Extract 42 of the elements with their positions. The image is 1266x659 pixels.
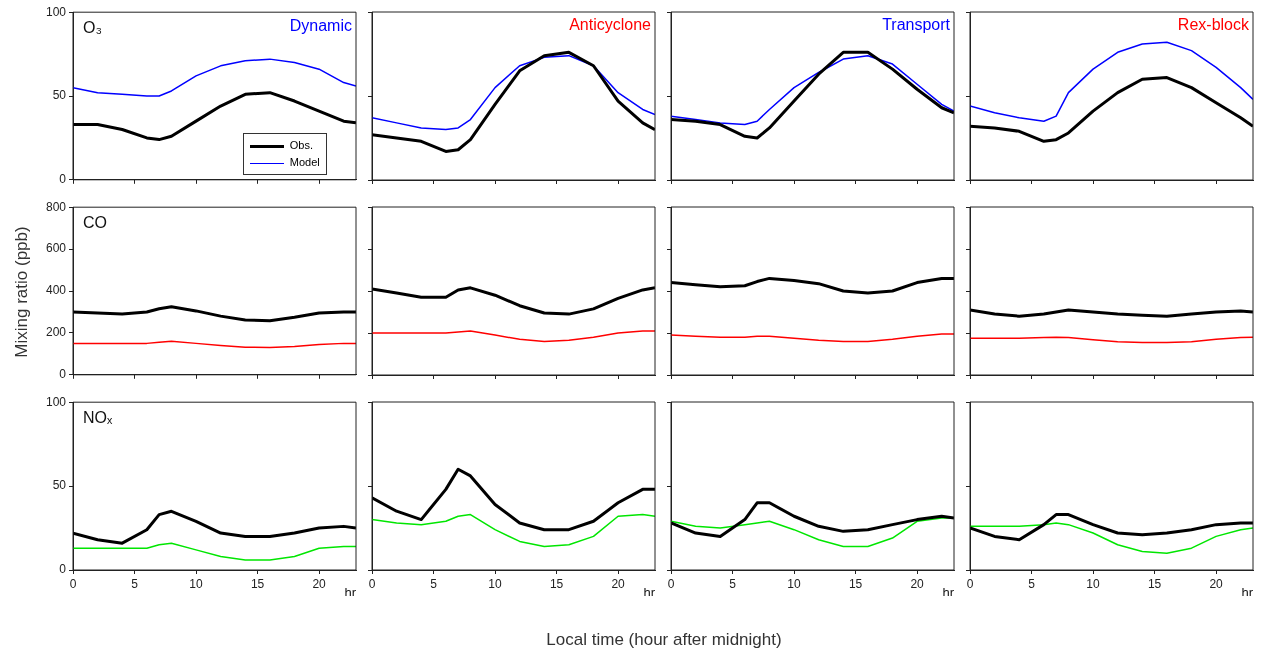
x-tick-label: 20 bbox=[611, 576, 626, 591]
x-tick-label: 20 bbox=[312, 576, 327, 591]
chart-title: Anticyclone bbox=[569, 16, 652, 34]
x-tick-label: 5 bbox=[1028, 576, 1036, 591]
y-tick-label: 50 bbox=[52, 88, 67, 103]
x-tick-label: 0 bbox=[368, 576, 376, 591]
chart-title: Rex-block bbox=[1177, 16, 1250, 34]
x-tick-label: 10 bbox=[488, 576, 503, 591]
x-tick-label: 0 bbox=[966, 576, 974, 591]
legend-label: Obs. bbox=[289, 138, 314, 151]
chart-title: Transport bbox=[882, 16, 951, 34]
chart-title: Dynamic bbox=[289, 16, 352, 34]
y-tick-label: 100 bbox=[45, 4, 67, 19]
y-tick-label: 800 bbox=[45, 199, 67, 214]
x-tick-label: 20 bbox=[1209, 576, 1224, 591]
x-tick-label: 15 bbox=[250, 576, 265, 591]
x-tick-label: 5 bbox=[131, 576, 139, 591]
x-tick-label: 10 bbox=[787, 576, 802, 591]
legend-label: Model bbox=[289, 155, 320, 168]
y-tick-label: 600 bbox=[45, 241, 67, 256]
y-tick-label: 400 bbox=[45, 283, 67, 298]
x-tick-label: 0 bbox=[667, 576, 675, 591]
x-axis-title: Local time (hour after midnight) bbox=[546, 630, 782, 650]
x-tick-label: 5 bbox=[729, 576, 737, 591]
annotation: CO bbox=[83, 213, 107, 231]
y-tick-label: 0 bbox=[59, 172, 67, 187]
x-tick-label: 15 bbox=[1147, 576, 1162, 591]
annotation: O₃ bbox=[83, 18, 102, 36]
x-tick-label: 0 bbox=[69, 576, 77, 591]
x-tick-label: 15 bbox=[549, 576, 564, 591]
y-tick-label: 50 bbox=[52, 478, 67, 493]
x-tick-label: 15 bbox=[848, 576, 863, 591]
x-tick-label: 5 bbox=[430, 576, 438, 591]
y-tick-label: 200 bbox=[45, 325, 67, 340]
y-axis-title: Mixing ratio (ppb) bbox=[12, 226, 32, 358]
y-tick-label: 0 bbox=[59, 367, 67, 382]
x-tick-label: 20 bbox=[910, 576, 925, 591]
annotation: NOₓ bbox=[83, 408, 113, 426]
y-tick-label: 0 bbox=[59, 562, 67, 577]
x-tick-label: 10 bbox=[1086, 576, 1101, 591]
y-tick-label: 100 bbox=[45, 394, 67, 409]
x-tick-label: 10 bbox=[189, 576, 204, 591]
